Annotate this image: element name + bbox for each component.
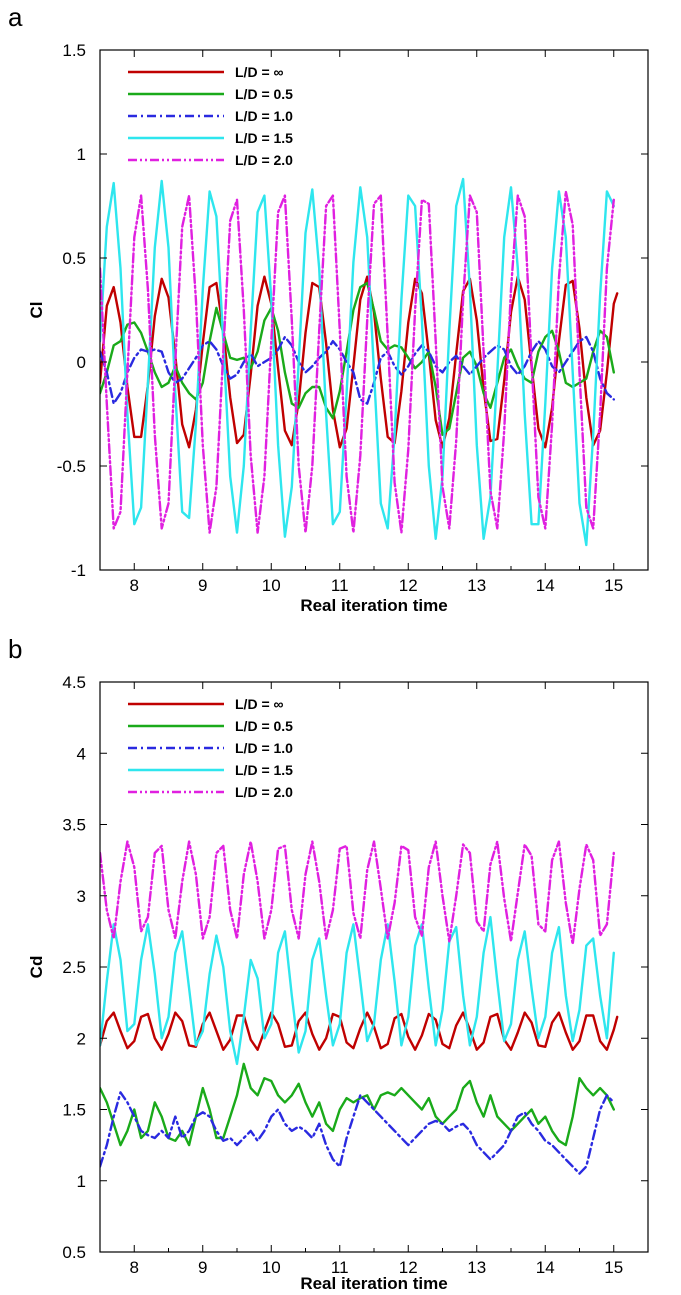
- legend-label-2: L/D = 1.0: [235, 740, 293, 756]
- y-tick-label: 0.5: [62, 249, 86, 268]
- series-line-1: [100, 281, 615, 436]
- x-tick-label: 14: [536, 576, 555, 595]
- legend-label-2: L/D = 1.0: [235, 108, 293, 124]
- series-line-0: [100, 1011, 619, 1051]
- y-tick-label: 3: [77, 887, 86, 906]
- y-tick-label: 0.5: [62, 1243, 86, 1262]
- series-line-3: [100, 915, 615, 1066]
- legend-label-1: L/D = 0.5: [235, 86, 293, 102]
- legend-label-3: L/D = 1.5: [235, 130, 293, 146]
- x-tick-label: 11: [331, 1258, 349, 1277]
- axis-ticks-b: 8 9 10 11 12 13 14 15 0.5 1 1.5 2 2.5 3 3.5 4 4.5: [62, 673, 649, 1277]
- x-tick-label: 13: [467, 1258, 486, 1277]
- x-tick-label: 8: [130, 1258, 139, 1277]
- plot-area-a: [100, 177, 619, 547]
- y-tick-label: 0: [77, 353, 86, 372]
- y-tick-label: 1: [77, 1172, 86, 1191]
- y-tick-label: -0.5: [57, 457, 86, 476]
- panel-letter-a: a: [8, 2, 23, 32]
- x-tick-label: 11: [331, 576, 349, 595]
- y-tick-label: 1.5: [62, 41, 86, 60]
- x-tick-label: 9: [198, 576, 207, 595]
- legend-label-0: L/D = ∞: [235, 696, 284, 712]
- x-tick-label: 15: [604, 1258, 623, 1277]
- y-tick-label: 2: [77, 1029, 86, 1048]
- axes-frame-b: [99, 681, 649, 1253]
- y-axis-title-a: Cl: [27, 302, 46, 319]
- x-tick-label: 12: [399, 1258, 418, 1277]
- x-tick-label: 12: [399, 576, 418, 595]
- y-tick-label: -1: [71, 561, 86, 580]
- legend-label-4: L/D = 2.0: [235, 784, 293, 800]
- panel-b: b Real iteration time Cd 8 9 10 11 12 13 14 150…: [8, 634, 649, 1293]
- x-axis-title-b: Real iteration time: [300, 1274, 447, 1293]
- x-tick-label: 13: [467, 576, 486, 595]
- y-tick-label: 4.5: [62, 673, 86, 692]
- legend-label-0: L/D = ∞: [235, 64, 284, 80]
- series-line-2: [100, 1091, 615, 1175]
- series-line-1: [100, 1062, 615, 1147]
- x-tick-label: 15: [604, 576, 623, 595]
- x-axis-title-a: Real iteration time: [300, 596, 447, 615]
- y-tick-label: 1: [77, 145, 86, 164]
- legend-label-1: L/D = 0.5: [235, 718, 293, 734]
- y-tick-label: 2.5: [62, 958, 86, 977]
- x-tick-label: 10: [262, 1258, 281, 1277]
- legend-b: L/D = ∞ L/D = 0.5 L/D = 1.0 L/D = 1.5 L/D = …: [128, 696, 293, 800]
- plot-area-b: [100, 840, 619, 1175]
- x-tick-label: 14: [536, 1258, 555, 1277]
- series-line-3: [100, 177, 615, 547]
- axis-ticks-a: 8 9 10 11 12 13 14 15 -1 -0.5 0 0.5 1 1.5: [57, 41, 649, 595]
- y-axis-title-b: Cd: [27, 956, 46, 979]
- panel-letter-b: b: [8, 634, 22, 664]
- series-line-2: [100, 335, 615, 405]
- legend-label-3: L/D = 1.5: [235, 762, 293, 778]
- legend-a: L/D = ∞ L/D = 0.5 L/D = 1.0 L/D = 1.5 L/D = …: [128, 64, 293, 168]
- y-tick-label: 1.5: [62, 1101, 86, 1120]
- y-tick-label: 4: [77, 744, 86, 763]
- x-tick-label: 9: [198, 1258, 207, 1277]
- x-tick-label: 10: [262, 576, 281, 595]
- series-line-4: [100, 840, 615, 946]
- x-tick-label: 8: [130, 576, 139, 595]
- panel-a: a Real iteration time Cl 8 9 10 11 12 13 14 15-…: [8, 2, 649, 615]
- y-tick-label: 3.5: [62, 816, 86, 835]
- legend-label-4: L/D = 2.0: [235, 152, 293, 168]
